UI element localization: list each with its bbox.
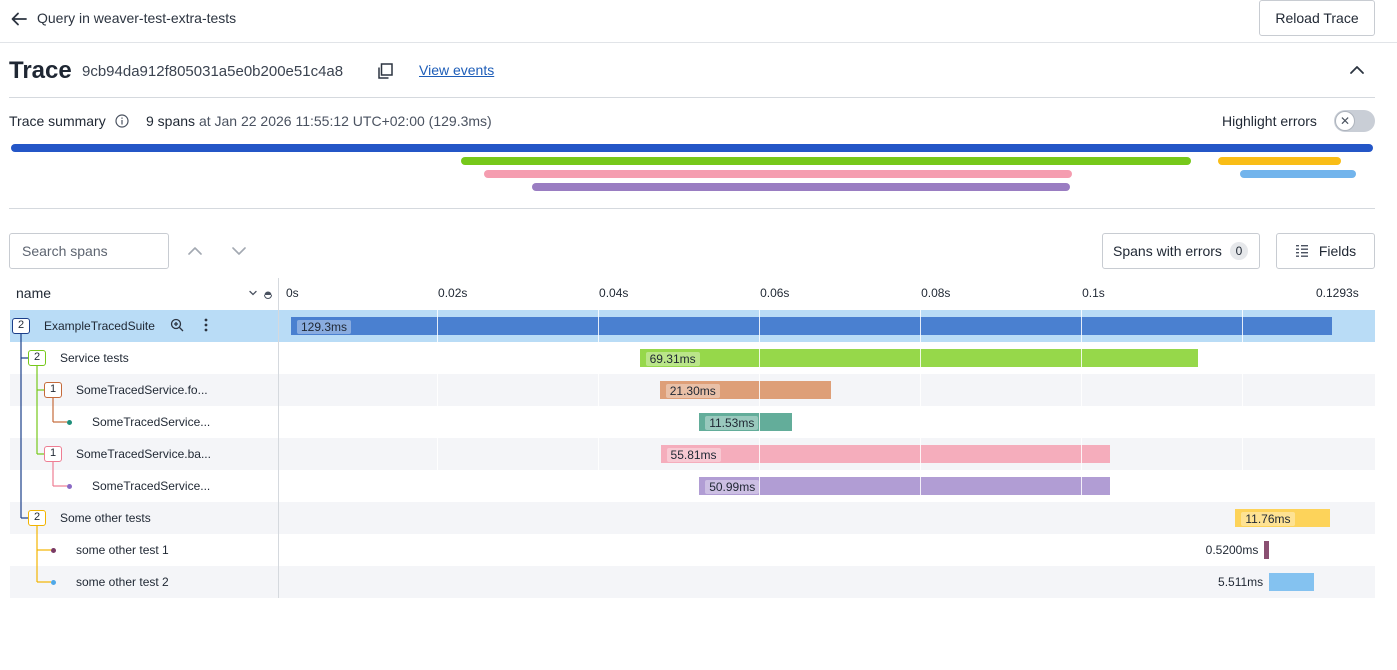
span-duration-label: 11.53ms — [705, 416, 759, 430]
minimap-bar — [483, 170, 1072, 178]
expand-children-badge[interactable]: 2 — [28, 350, 46, 366]
span-bar[interactable]: 55.81ms — [660, 445, 1110, 463]
chevron-up-icon[interactable] — [1347, 61, 1367, 79]
info-icon[interactable] — [115, 114, 129, 128]
span-dot — [51, 548, 56, 553]
more-vertical-icon[interactable] — [203, 317, 209, 333]
zoom-in-icon[interactable] — [170, 318, 184, 332]
span-name[interactable]: SomeTracedService.fo... — [76, 383, 208, 397]
spans-with-errors-button[interactable]: Spans with errors 0 — [1102, 233, 1260, 269]
back-link[interactable]: Query in weaver-test-extra-tests — [37, 10, 237, 26]
span-duration-label: 50.99ms — [705, 480, 760, 494]
half-circle-icon[interactable] — [263, 287, 273, 299]
span-bar[interactable] — [1264, 541, 1269, 559]
close-icon: ✕ — [1335, 111, 1355, 131]
span-row[interactable]: 1 SomeTracedService.ba... 55.81ms — [10, 438, 1375, 470]
top-bar: Query in weaver-test-extra-tests Reload … — [0, 0, 1397, 43]
minimap-bar — [1240, 170, 1357, 178]
highlight-errors-label: Highlight errors — [1222, 113, 1317, 129]
span-row[interactable]: 2 ExampleTracedSuite 129.3ms — [10, 310, 1375, 342]
columns-icon — [1295, 245, 1308, 257]
span-duration-label: 55.81ms — [666, 448, 721, 462]
arrow-left-icon[interactable] — [10, 10, 28, 28]
time-tick-label: 0.06s — [760, 286, 790, 300]
minimap-bar — [1218, 157, 1342, 165]
view-events-link[interactable]: View events — [419, 62, 495, 78]
span-duration-label: 0.5200ms — [1205, 543, 1259, 557]
fields-label: Fields — [1318, 243, 1357, 259]
span-bar[interactable] — [1269, 573, 1314, 591]
divider — [9, 97, 1375, 98]
span-bar[interactable]: 50.99ms — [699, 477, 1110, 495]
span-row[interactable]: 2 Some other tests 11.76ms — [10, 502, 1375, 534]
expand-children-badge[interactable]: 2 — [28, 510, 46, 526]
divider — [9, 208, 1375, 209]
span-bar[interactable]: 21.30ms — [659, 381, 832, 399]
span-bar[interactable]: 129.3ms — [291, 317, 1332, 335]
span-bar[interactable]: 69.31ms — [639, 349, 1198, 367]
span-name[interactable]: ExampleTracedSuite — [44, 319, 155, 333]
span-name[interactable]: Service tests — [60, 351, 129, 365]
span-bar[interactable]: 11.76ms — [1235, 509, 1331, 527]
reload-trace-button[interactable]: Reload Trace — [1259, 0, 1375, 36]
name-column-header[interactable]: name — [16, 285, 52, 301]
spans-with-errors-label: Spans with errors — [1113, 243, 1222, 259]
span-row[interactable]: 2 Service tests 69.31ms — [10, 342, 1375, 374]
span-duration-label: 5.511ms — [1218, 575, 1264, 589]
time-tick-label: 0.08s — [921, 286, 951, 300]
span-row[interactable]: SomeTracedService... 11.53ms — [10, 406, 1375, 438]
span-name[interactable]: Some other tests — [60, 511, 151, 525]
span-duration-label: 69.31ms — [645, 352, 700, 366]
span-row[interactable]: 1 SomeTracedService.fo... 21.30ms — [10, 374, 1375, 406]
trace-id: 9cb94da912f805031a5e0b200e51c4a8 — [82, 63, 344, 80]
span-duration-label: 11.76ms — [1241, 512, 1295, 526]
expand-children-badge[interactable]: 1 — [44, 382, 62, 398]
chevron-up-icon[interactable] — [186, 243, 204, 259]
copy-icon[interactable] — [376, 62, 394, 80]
span-row[interactable]: SomeTracedService... 50.99ms — [10, 470, 1375, 502]
time-tick-label: 0s — [286, 286, 299, 300]
trace-timestamp: at Jan 22 2026 11:55:12 UTC+02:00 (129.3… — [198, 113, 492, 129]
trace-summary-text: 9 spans at Jan 22 2026 11:55:12 UTC+02:0… — [146, 113, 492, 129]
expand-children-badge[interactable]: 1 — [44, 446, 62, 462]
minimap-bar — [532, 183, 1070, 191]
time-tick-label: 0.1s — [1082, 286, 1105, 300]
errors-count-badge: 0 — [1229, 242, 1248, 260]
trace-summary-label: Trace summary — [9, 113, 106, 129]
span-row[interactable]: some other test 2 5.511ms — [10, 566, 1375, 598]
column-divider[interactable] — [278, 278, 279, 598]
span-bar[interactable]: 11.53ms — [699, 413, 793, 431]
minimap-bar — [460, 157, 1191, 165]
highlight-errors-toggle[interactable]: ✕ — [1334, 110, 1375, 132]
span-duration-label: 21.30ms — [665, 384, 720, 398]
fields-button[interactable]: Fields — [1276, 233, 1375, 269]
time-tick-label: 0.1293s — [1316, 286, 1359, 300]
chevron-down-icon[interactable] — [230, 243, 248, 259]
span-dot — [51, 580, 56, 585]
expand-children-badge[interactable]: 2 — [12, 318, 30, 334]
search-input[interactable] — [9, 233, 169, 269]
span-name[interactable]: SomeTracedService... — [92, 479, 211, 493]
time-tick-label: 0.02s — [438, 286, 468, 300]
span-name[interactable]: some other test 2 — [76, 575, 169, 589]
span-name[interactable]: SomeTracedService.ba... — [76, 447, 211, 461]
span-duration-label: 129.3ms — [297, 320, 352, 334]
span-dot — [67, 484, 72, 489]
time-tick-label: 0.04s — [599, 286, 629, 300]
chevron-down-icon[interactable] — [248, 288, 258, 298]
span-name[interactable]: some other test 1 — [76, 543, 169, 557]
span-row[interactable]: some other test 1 0.5200ms — [10, 534, 1375, 566]
span-dot — [67, 420, 72, 425]
span-count: 9 spans — [146, 113, 196, 129]
span-name[interactable]: SomeTracedService... — [92, 415, 211, 429]
page-title: Trace — [9, 57, 72, 84]
minimap-bar — [11, 144, 1373, 152]
